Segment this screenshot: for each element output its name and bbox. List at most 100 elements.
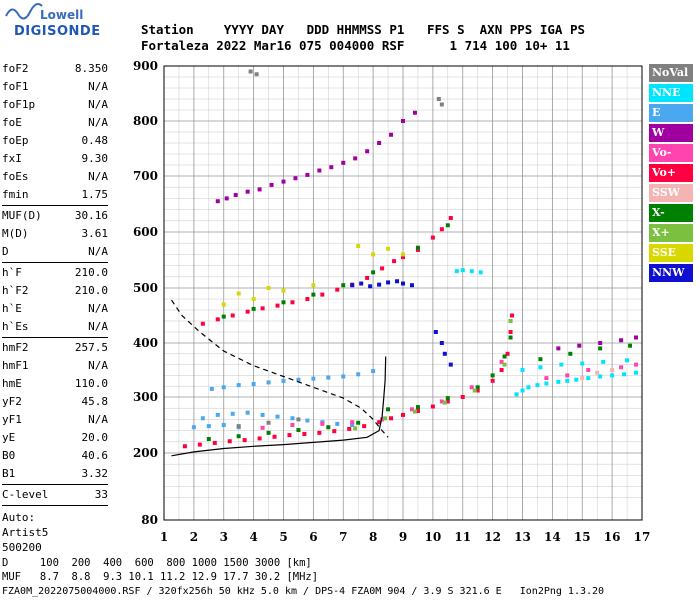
echo-point-nne [514, 392, 519, 397]
echo-point-x- [628, 343, 633, 348]
echo-point-e [236, 383, 241, 388]
echo-point-vo- [439, 227, 444, 232]
logo-digisonde-text: DIGISONDE [14, 24, 101, 39]
parameter-group-critical-frequencies: foF2 8.350 foF1 N/A foF1p N/A foE N/A foEp 0.48 fx… [2, 60, 108, 204]
echo-point-sse [236, 291, 241, 296]
parameter-name: hmF1 [2, 359, 29, 372]
logo-lowell-text: Lowell [40, 8, 84, 22]
logo-wave-icon [5, 3, 43, 20]
echo-point-nne [535, 383, 540, 388]
echo-point-vo- [320, 292, 325, 297]
parameter-group-muf: MUF(D) 30.16 M(D) 3.61 D N/A [2, 207, 108, 261]
parameter-name: B1 [2, 467, 16, 480]
parameter-name: yE [2, 431, 16, 444]
echo-point-nne [526, 385, 531, 390]
echo-point-sse [401, 252, 405, 257]
footer-muf-row: MUF 8.7 8.8 9.3 10.1 11.2 12.9 17.7 30.2… [2, 571, 319, 583]
echo-point-vo- [544, 376, 549, 381]
echo-point-nne [520, 388, 525, 393]
legend-item-vo-: Vo+ [649, 164, 693, 182]
echo-point-e [221, 385, 226, 390]
x-tick-label: 8 [369, 530, 377, 544]
parameter-value: 3.61 [81, 227, 109, 240]
echo-point-sse [356, 244, 361, 248]
echo-point-w [389, 132, 394, 137]
echo-point-vo- [505, 351, 510, 356]
parameter-row: yE 20.0 [2, 429, 108, 447]
echo-point-vo- [377, 420, 382, 425]
echo-point-w [269, 182, 274, 187]
echo-point-w [412, 110, 417, 115]
echo-point-e [290, 416, 295, 421]
y-tick-label: 800 [133, 114, 158, 128]
echo-point-x- [353, 426, 358, 431]
divider [2, 337, 108, 338]
echo-point-vo- [389, 416, 394, 421]
echo-point-w [317, 168, 322, 173]
echo-point-vo- [290, 423, 295, 427]
echo-point-vo- [227, 439, 232, 444]
parameter-value: N/A [88, 80, 108, 93]
echo-point-vo- [490, 378, 495, 383]
echo-point-vo- [409, 407, 414, 412]
echo-point-e [311, 376, 316, 381]
parameter-name: h`F [2, 266, 22, 279]
echo-point-vo- [257, 436, 262, 441]
echo-point-e [335, 421, 340, 426]
parameter-name: MUF(D) [2, 209, 42, 222]
y-tick-label: 400 [133, 336, 158, 350]
autoscaler-info: Auto: Artist5 500200 [2, 510, 108, 555]
autoscaler-line: 500200 [2, 541, 42, 554]
echo-point-w [577, 343, 582, 348]
echo-point-noval [266, 420, 271, 425]
echo-point-vo- [200, 321, 205, 326]
echo-point-vo- [350, 420, 355, 425]
parameter-name: foE [2, 116, 22, 129]
echo-point-vo- [401, 255, 405, 260]
parameter-row: foEp 0.48 [2, 132, 108, 150]
parameter-name: h`F2 [2, 284, 29, 297]
parameter-row: B0 40.6 [2, 447, 108, 465]
legend-item-x-: X- [649, 204, 693, 222]
parameter-row: D N/A [2, 243, 108, 261]
echo-point-vo- [415, 247, 420, 252]
parameter-name: foF1p [2, 98, 36, 111]
echo-point-sse [266, 286, 271, 290]
echo-point-w [305, 172, 310, 177]
parameter-value: N/A [88, 170, 108, 183]
parameter-group-virtual-heights: h`F 210.0 h`F2 210.0 h`E N/A h`Es N/A [2, 264, 108, 336]
echo-point-nne [598, 374, 603, 379]
echo-point-vo- [475, 388, 480, 393]
echo-point-x- [415, 405, 420, 410]
echo-point-x- [236, 434, 241, 439]
echo-point-x- [508, 319, 513, 323]
parameter-name: hmE [2, 377, 22, 390]
parameter-value: 1.75 [81, 188, 109, 201]
x-tick-label: 7 [339, 530, 347, 544]
echo-point-x- [206, 437, 211, 441]
echo-point-e [326, 375, 331, 380]
parameter-row: h`F2 210.0 [2, 282, 108, 300]
legend-item-nne: NNE [649, 84, 693, 102]
x-tick-label: 17 [634, 530, 651, 544]
echo-point-e [266, 380, 271, 385]
echo-point-x- [356, 420, 361, 425]
echo-point-vo- [260, 425, 265, 430]
parameter-value: 33 [94, 488, 108, 501]
echo-point-x- [490, 373, 495, 378]
echo-point-w [293, 176, 298, 181]
parameter-name: foF2 [2, 62, 29, 75]
echo-point-nne [586, 376, 591, 381]
legend-item-vo-: Vo- [649, 144, 693, 162]
echo-point-vo- [445, 399, 450, 404]
parameter-row: h`E N/A [2, 300, 108, 318]
echo-point-e [191, 425, 196, 430]
echo-point-nnw [401, 281, 405, 286]
x-tick-label: 12 [484, 530, 501, 544]
echo-point-vo- [197, 442, 202, 447]
echo-point-noval [439, 102, 444, 107]
echo-point-vo- [260, 306, 265, 311]
echo-point-w [365, 149, 370, 154]
echo-point-nne [634, 370, 639, 375]
echo-point-vo- [182, 444, 187, 449]
